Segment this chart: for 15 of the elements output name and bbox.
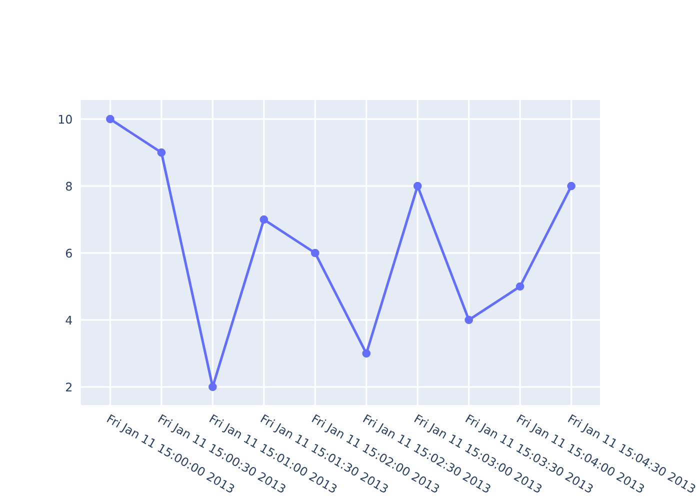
point (106, 114, 114, 124)
point (516, 282, 524, 291)
point (310, 248, 320, 258)
y-tick-label: 2 (66, 382, 72, 392)
point (567, 182, 576, 190)
y-tick-label: 8 (66, 182, 72, 191)
point (362, 349, 371, 358)
y-tick-label: 6 (66, 248, 72, 258)
point (464, 316, 474, 324)
point (260, 215, 268, 224)
point (157, 148, 166, 157)
y-tick-label: 4 (66, 316, 72, 324)
point (208, 382, 217, 392)
point (413, 182, 422, 190)
y-tick-label: 10 (58, 114, 72, 124)
